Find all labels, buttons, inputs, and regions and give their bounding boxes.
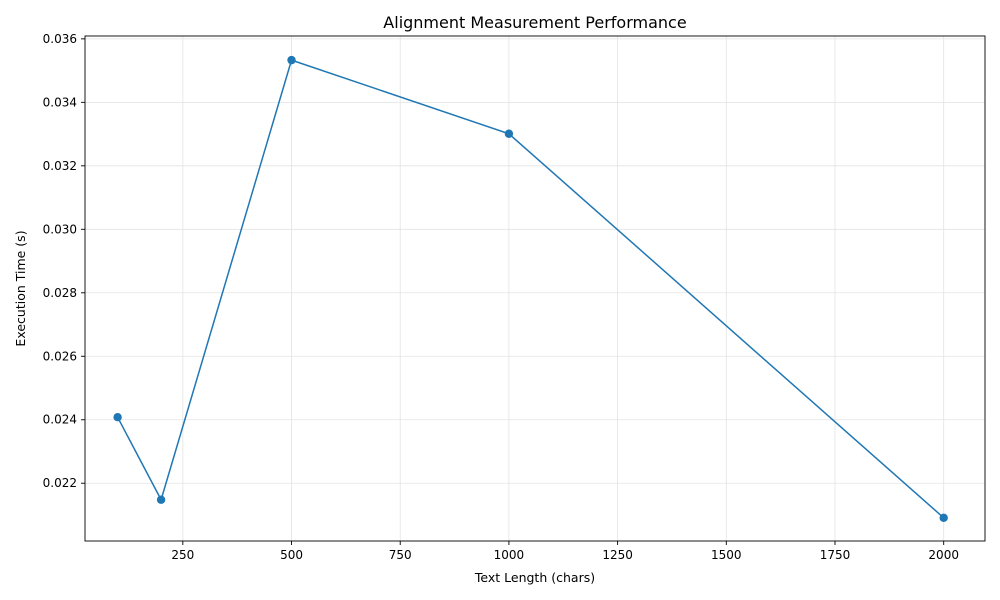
data-point bbox=[504, 129, 514, 138]
plot-area-frame bbox=[84, 35, 986, 542]
x-tick-label: 750 bbox=[389, 548, 412, 562]
x-axis-label: Text Length (chars) bbox=[474, 570, 595, 585]
x-tick-label: 250 bbox=[171, 548, 194, 562]
x-tick-label: 500 bbox=[280, 548, 303, 562]
y-axis-ticks: 0.022 0.024 0.026 0.028 0.030 0.032 0.034 0.036 bbox=[43, 32, 85, 490]
x-tick-label: 2000 bbox=[928, 548, 959, 562]
y-tick-label: 0.032 bbox=[43, 159, 77, 173]
x-tick-label: 1500 bbox=[711, 548, 742, 562]
x-tick-label: 1250 bbox=[602, 548, 633, 562]
data-point bbox=[939, 513, 948, 523]
series-line bbox=[116, 59, 945, 519]
data-point bbox=[113, 413, 122, 422]
data-point bbox=[156, 495, 166, 504]
y-tick-label: 0.030 bbox=[43, 222, 77, 236]
chart-title: Alignment Measurement Performance bbox=[383, 13, 686, 32]
grid-lines bbox=[85, 36, 985, 541]
y-axis-label: Execution Time (s) bbox=[13, 230, 28, 346]
x-tick-label: 1750 bbox=[820, 548, 851, 562]
y-tick-label: 0.036 bbox=[43, 32, 77, 46]
series-layer bbox=[113, 55, 948, 523]
x-axis-ticks: 250 500 750 1000 1250 1500 1750 2000 bbox=[171, 541, 959, 562]
data-point bbox=[287, 55, 296, 65]
y-tick-label: 0.034 bbox=[43, 95, 77, 109]
y-tick-label: 0.022 bbox=[43, 476, 77, 490]
x-tick-label: 1000 bbox=[494, 548, 525, 562]
y-tick-label: 0.024 bbox=[43, 413, 77, 427]
y-tick-label: 0.028 bbox=[43, 286, 77, 300]
y-tick-label: 0.026 bbox=[43, 349, 77, 363]
